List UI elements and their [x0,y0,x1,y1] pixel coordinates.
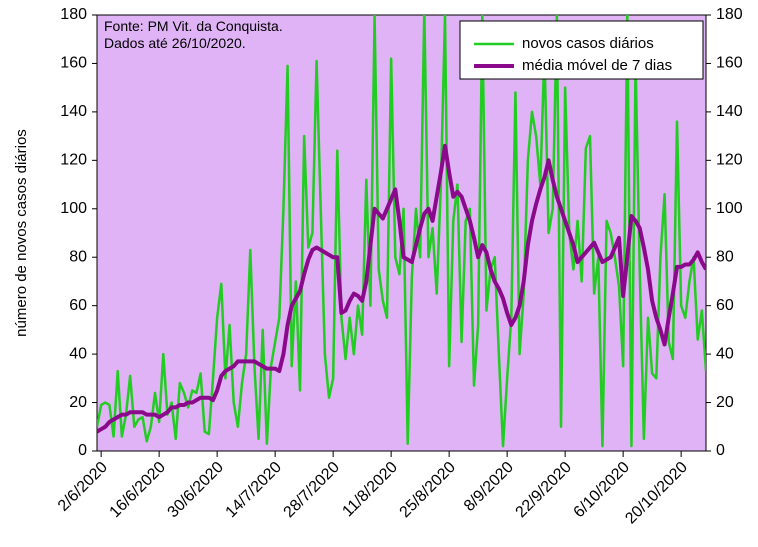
y2-tick-label: 140 [716,103,743,120]
x-tick-label: 30/6/2020 [165,459,227,521]
y-tick-label: 80 [69,248,87,265]
y2-tick-label: 100 [716,200,743,217]
y2-tick-label: 180 [716,6,743,23]
y-axis-label: número de novos casos diários [13,129,30,337]
y-tick-label: 60 [69,297,87,314]
series-layer [97,15,706,448]
series-line [97,143,706,434]
y-tick-label: 120 [60,152,87,169]
y2-tick-label: 120 [716,152,743,169]
y2-tick-label: 80 [716,248,734,265]
x-tick-label: 8/9/2020 [461,459,517,515]
y-tick-label: 0 [78,442,87,459]
x-tick-label: 16/6/2020 [107,459,169,521]
x-tick-label: 2/6/2020 [55,459,111,515]
y2-tick-label: 20 [716,394,734,411]
x-tick-label: 11/8/2020 [339,459,401,521]
x-tick-label: 14/7/2020 [223,459,285,521]
y2-tick-label: 160 [716,55,743,72]
legend-label: média móvel de 7 dias [522,57,672,74]
y-tick-label: 160 [60,55,87,72]
y2-tick-label: 40 [716,345,734,362]
y-tick-label: 20 [69,394,87,411]
legend-label: novos casos diários [522,35,654,52]
x-tick-label: 28/7/2020 [281,459,343,521]
y2-tick-label: 0 [716,442,725,459]
annotation: Dados até 26/10/2020. [104,35,246,51]
x-tick-label: 20/10/2020 [622,459,691,528]
x-tick-label: 25/8/2020 [397,459,459,521]
x-tick-label: 6/10/2020 [571,459,633,521]
y-tick-label: 100 [60,200,87,217]
y-tick-label: 180 [60,6,87,23]
legend: novos casos diários média móvel de 7 dias [459,20,704,80]
y2-tick-label: 60 [716,297,734,314]
legend-box [459,20,704,80]
x-tick-label: 22/9/2020 [513,459,575,521]
y-tick-label: 140 [60,103,87,120]
y-tick-label: 40 [69,345,87,362]
annotation: Fonte: PM Vit. da Conquista. [104,18,283,34]
